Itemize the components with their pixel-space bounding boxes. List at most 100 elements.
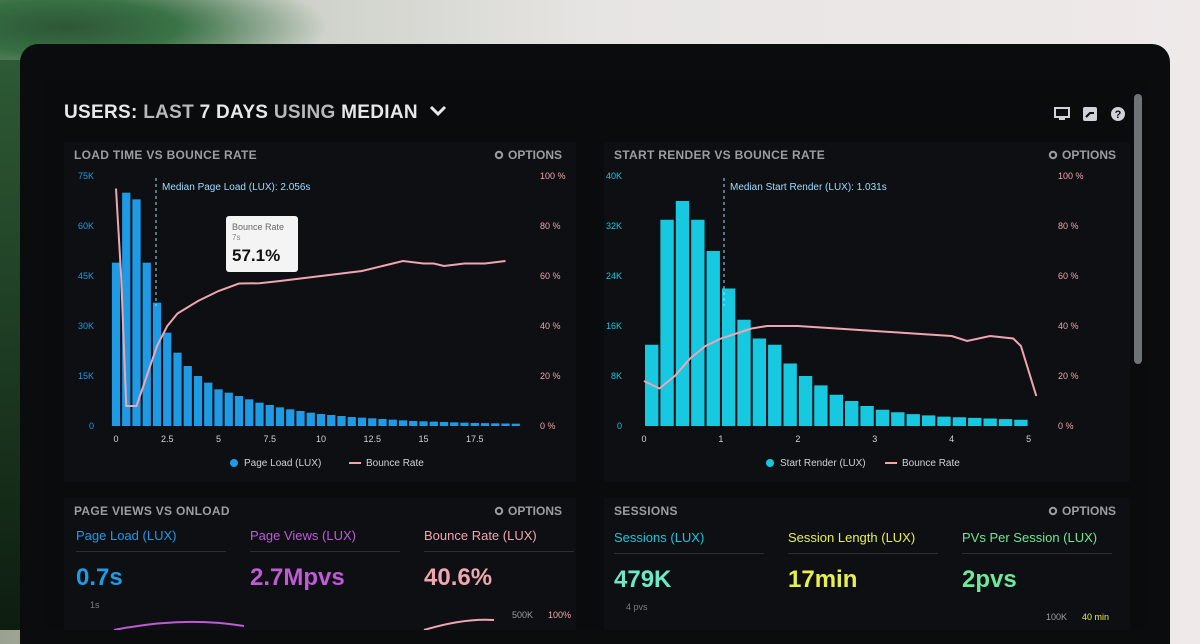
- y2-tick-label: 100 %: [1058, 171, 1084, 181]
- histogram-bar: [245, 399, 254, 426]
- histogram-bar: [906, 414, 920, 426]
- mini-chart: [113, 618, 495, 630]
- metric-value: 40.6%: [424, 564, 493, 591]
- histogram-bar: [439, 422, 449, 426]
- y2-tick-label: 60 %: [1058, 271, 1079, 281]
- metric-value: 2pvs: [962, 566, 1017, 593]
- histogram-bar: [204, 382, 213, 426]
- legend-swatch: [230, 459, 238, 467]
- histogram-bar: [937, 416, 951, 426]
- tooltip-box: [226, 216, 298, 272]
- metric-label: Sessions (LUX): [614, 530, 764, 554]
- tooltip-value: 57.1%: [232, 246, 280, 265]
- axis-tick: 500K: [512, 610, 534, 620]
- y-tick-label: 45K: [78, 271, 94, 281]
- histogram-bar: [275, 407, 285, 426]
- y-tick-label: 75K: [78, 171, 94, 181]
- load-time-chart: 75K 60K 45K 30K 15K 0 100 % 80 % 60 % 40 % 20 % 0 %…: [78, 171, 566, 469]
- svg-text:?: ?: [1115, 109, 1122, 121]
- panel-load-time: LOAD TIME VS BOUNCE RATE OPTIONS 75K 60K 4…: [64, 142, 576, 482]
- scrollbar-thumb[interactable]: [1134, 94, 1142, 364]
- options-button[interactable]: OPTIONS: [1048, 504, 1116, 518]
- histogram-bar: [183, 366, 192, 426]
- legend-label: Bounce Rate: [902, 458, 960, 469]
- panel-start-render: START RENDER VS BOUNCE RATE OPTIONS 40K 3…: [604, 142, 1130, 482]
- histogram-bar: [752, 338, 767, 426]
- histogram-bar: [783, 363, 797, 426]
- options-label: OPTIONS: [507, 148, 562, 162]
- histogram-bar: [163, 332, 172, 426]
- metric-value: 2.7Mpvs: [250, 564, 345, 591]
- title-median: MEDIAN: [341, 102, 418, 123]
- axis-tick: 100K: [1046, 612, 1068, 622]
- gear-icon: [494, 506, 504, 516]
- y-tick-label: 8K: [611, 371, 622, 381]
- x-tick-label: 15: [418, 434, 428, 444]
- histogram-bar: [142, 262, 151, 426]
- histogram-bar: [983, 418, 997, 426]
- x-tick-label: 3: [872, 434, 877, 444]
- share-icon[interactable]: [1082, 106, 1098, 122]
- bounce-rate-line: [115, 188, 506, 407]
- median-label: Median Page Load (LUX): 2.056s: [162, 182, 310, 193]
- x-tick-label: 7.5: [263, 434, 276, 444]
- histogram-bar: [306, 412, 315, 426]
- y2-tick-label: 20 %: [1058, 371, 1079, 381]
- histogram-bar: [111, 262, 121, 426]
- histogram-bar: [327, 415, 336, 426]
- x-tick-label: 10: [316, 434, 326, 444]
- histogram-bar: [152, 302, 162, 426]
- options-label: OPTIONS: [507, 504, 562, 518]
- histogram-bar: [234, 396, 244, 426]
- metric-pvs-per-session: PVs Per Session (LUX) 2pvs: [962, 530, 1112, 594]
- histogram-bar: [460, 422, 469, 426]
- title-using: USING: [273, 102, 336, 123]
- panel-title: LOAD TIME VS BOUNCE RATE: [74, 148, 257, 162]
- metric-value: 0.7s: [76, 564, 123, 591]
- top-toolbar: ?: [1054, 106, 1126, 122]
- histogram-bar: [193, 376, 203, 426]
- histogram-bar: [347, 417, 356, 426]
- y2-tick-label: 80 %: [540, 221, 561, 231]
- histogram-bar: [691, 219, 705, 426]
- start-render-chart: 40K 32K 24K 16K 8K 0 100 % 80 % 60 % 40 % 20 % 0 % 0…: [606, 171, 1084, 469]
- y2-tick-label: 0 %: [540, 421, 556, 431]
- histogram-bar: [706, 251, 720, 426]
- histogram-bar: [491, 423, 500, 426]
- x-tick-label: 0: [641, 434, 646, 444]
- y2-tick-label: 60 %: [540, 271, 561, 281]
- y-tick-label: 32K: [606, 221, 622, 231]
- histogram-bar: [952, 417, 967, 426]
- monitor-icon[interactable]: [1054, 106, 1070, 122]
- histogram-bar: [891, 412, 905, 426]
- y-tick-label: 24K: [606, 271, 622, 281]
- histogram-bar: [173, 352, 182, 426]
- metric-sessions: Sessions (LUX) 479K 4 pvs: [614, 530, 764, 612]
- metric-value: 17min: [788, 566, 858, 593]
- legend-label: Bounce Rate: [366, 458, 424, 469]
- metric-label: Session Length (LUX): [788, 530, 938, 554]
- histogram-bar: [368, 418, 377, 426]
- histogram-bar: [998, 419, 1013, 426]
- histogram-bar: [814, 385, 828, 426]
- metric-label: PVs Per Session (LUX): [962, 530, 1112, 554]
- x-tick-label: 4: [949, 434, 954, 444]
- metric-sub: 4 pvs: [626, 602, 648, 612]
- chevron-down-icon[interactable]: [428, 104, 448, 118]
- tooltip-title: Bounce Rate: [232, 222, 284, 232]
- histogram-bar: [429, 421, 438, 426]
- panel-title: SESSIONS: [614, 504, 678, 518]
- dashboard-title[interactable]: USERS: LAST 7 DAYS USING MEDIAN: [64, 102, 448, 124]
- histogram-bar: [860, 406, 874, 426]
- y-tick-label: 0: [617, 421, 622, 431]
- options-button[interactable]: OPTIONS: [1048, 148, 1116, 162]
- y-tick-label: 0: [89, 421, 94, 431]
- gear-icon: [1048, 506, 1058, 516]
- help-icon[interactable]: ?: [1110, 106, 1126, 122]
- y2-tick-label: 20 %: [540, 371, 561, 381]
- histogram-bar: [470, 423, 479, 426]
- options-button[interactable]: OPTIONS: [494, 148, 562, 162]
- histogram-bar: [337, 416, 346, 426]
- options-button[interactable]: OPTIONS: [494, 504, 562, 518]
- histogram-bar: [265, 405, 274, 426]
